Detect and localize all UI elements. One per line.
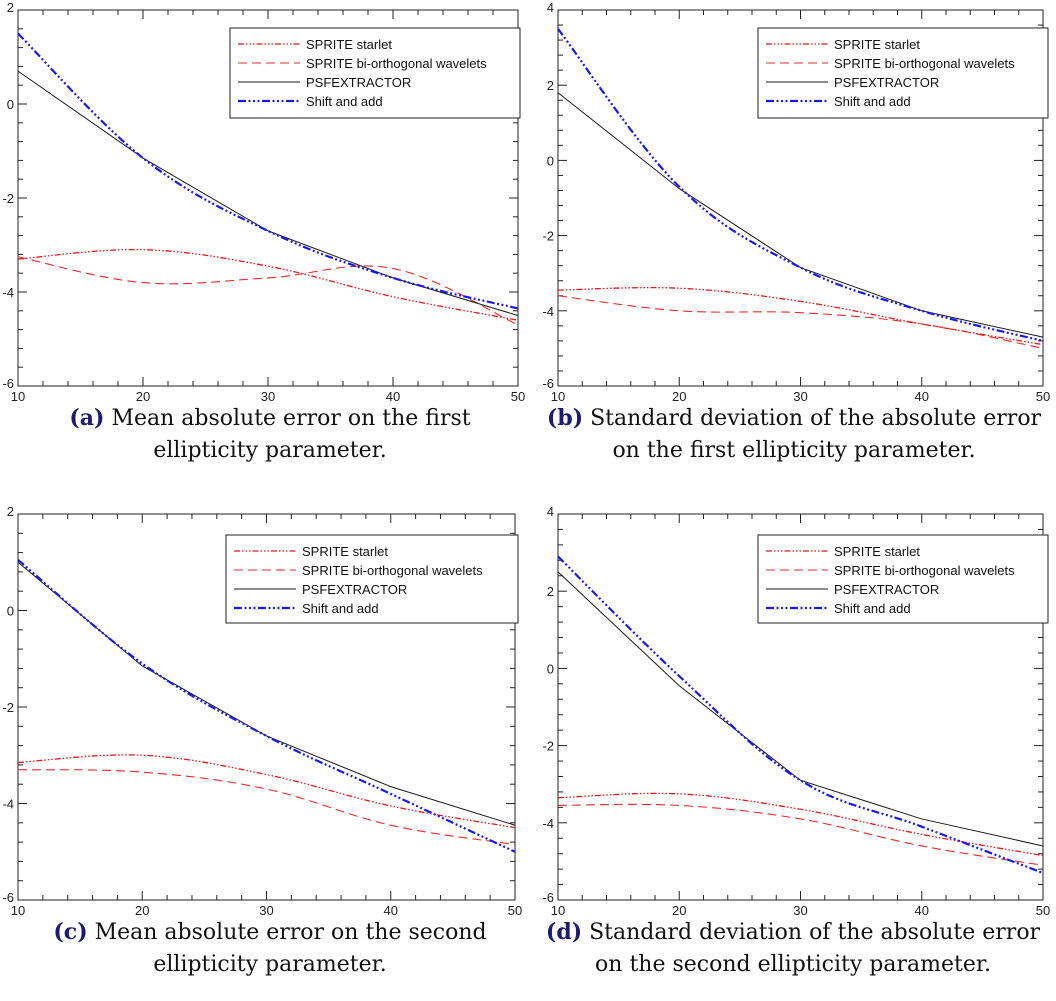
series-line-2 — [557, 803, 1044, 866]
series-line-1 — [557, 286, 1044, 346]
x-tick-label: 50 — [508, 903, 522, 918]
series-line-1 — [17, 248, 519, 321]
y-tick-label: -2 — [542, 739, 554, 754]
y-tick-label: -6 — [2, 376, 14, 391]
legend-label: SPRITE bi-orthogonal wavelets — [306, 56, 487, 71]
legend-label: SPRITE starlet — [834, 544, 920, 559]
series-line-4 — [17, 558, 516, 853]
caption-d-text: Standard deviation of the absolute error… — [589, 920, 1041, 977]
x-tick-label: 20 — [672, 389, 686, 404]
series-line-1 — [17, 754, 516, 829]
y-tick-label: 4 — [547, 504, 554, 519]
caption-d-label: (d) — [545, 919, 583, 945]
x-tick-label: 30 — [259, 903, 273, 918]
legend-label: Shift and add — [834, 601, 911, 616]
x-tick-label: 10 — [11, 389, 25, 404]
legend-label: PSFEXTRACTOR — [306, 75, 411, 90]
caption-a-text: Mean absolute error on the first ellipti… — [111, 406, 471, 463]
y-tick-label: 0 — [7, 97, 14, 112]
y-tick-label: 0 — [547, 153, 554, 168]
chart-panel-d: 10 20 30 40 50 -6 -4 -2 0 2 4 SPRITE starlet SPRITE … — [528, 500, 1056, 1001]
y-tick-label: 4 — [547, 0, 554, 15]
x-tick-label: 30 — [261, 389, 275, 404]
x-tick-label: 50 — [1036, 903, 1050, 918]
caption-c: (c) Mean absolute error on the second el… — [20, 916, 520, 981]
x-tick-label: 20 — [672, 903, 686, 918]
series-line-2 — [557, 295, 1044, 349]
x-tick-label: 30 — [793, 389, 807, 404]
x-tick-label: 40 — [915, 903, 929, 918]
chart-panel-c: 10 20 30 40 50 -6 -4 -2 0 2 SPRITE starlet SPRITE b… — [0, 500, 528, 1001]
series-line-4 — [557, 555, 1044, 875]
legend-label: PSFEXTRACTOR — [834, 75, 939, 90]
legend-label: SPRITE starlet — [834, 37, 920, 52]
legend-label: SPRITE starlet — [306, 37, 392, 52]
series-line-4 — [557, 28, 1044, 342]
caption-c-label: (c) — [53, 919, 88, 945]
series-line-3 — [557, 92, 1044, 338]
legend-label: SPRITE starlet — [302, 544, 388, 559]
x-tick-label: 40 — [915, 389, 929, 404]
caption-c-text: Mean absolute error on the second ellipt… — [94, 920, 487, 977]
chart-panel-a: 10 20 30 40 50 -6 -4 -2 0 2 SPRITE starlet SPRITE b… — [0, 0, 528, 500]
legend-label: SPRITE bi-orthogonal wavelets — [302, 563, 483, 578]
caption-b-text: Standard deviation of the absolute error… — [590, 406, 1042, 463]
series-line-3 — [17, 561, 516, 826]
series-line-1 — [557, 792, 1044, 857]
legend: SPRITE starlet SPRITE bi-orthogonal wavel… — [757, 27, 1049, 119]
legend-label: Shift and add — [306, 94, 383, 109]
caption-b-label: (b) — [546, 405, 584, 431]
x-tick-label: 50 — [1036, 389, 1050, 404]
y-tick-label: -6 — [542, 376, 554, 391]
legend-label: PSFEXTRACTOR — [302, 582, 407, 597]
series-line-2 — [17, 769, 516, 846]
y-tick-label: -4 — [2, 285, 14, 300]
y-tick-label: -2 — [2, 700, 14, 715]
caption-a: (a) Mean absolute error on the first ell… — [20, 402, 520, 467]
chart-a-svg: 10 20 30 40 50 -6 -4 -2 0 2 SPRITE starlet SPRITE b… — [2, 0, 525, 404]
x-tick-label: 40 — [386, 389, 400, 404]
x-tick-label: 20 — [136, 389, 150, 404]
legend-label: SPRITE bi-orthogonal wavelets — [834, 56, 1015, 71]
y-tick-label: -2 — [2, 191, 14, 206]
legend-box — [757, 27, 1049, 119]
series-line-4 — [17, 32, 519, 310]
y-tick-label: -4 — [542, 304, 554, 319]
x-tick-label: 30 — [793, 903, 807, 918]
series-line-2 — [17, 256, 519, 326]
y-tick-label: -4 — [542, 816, 554, 831]
y-tick-label: 2 — [547, 584, 554, 599]
y-tick-label: -6 — [2, 890, 14, 905]
legend: SPRITE starlet SPRITE bi-orthogonal wavel… — [757, 534, 1049, 624]
x-tick-label: 20 — [135, 903, 149, 918]
x-tick-label: 40 — [384, 903, 398, 918]
y-tick-label: -2 — [542, 229, 554, 244]
y-tick-label: 2 — [7, 0, 14, 15]
x-tick-label: 10 — [551, 903, 565, 918]
legend-label: Shift and add — [834, 94, 911, 109]
chart-panel-b: 10 20 30 40 50 -6 -4 -2 0 2 4 SPRITE starlet SPRITE … — [528, 0, 1056, 500]
series-line-3 — [557, 571, 1044, 847]
y-tick-label: 0 — [7, 604, 14, 619]
legend-label: PSFEXTRACTOR — [834, 582, 939, 597]
caption-b: (b) Standard deviation of the absolute e… — [538, 402, 1050, 467]
legend: SPRITE starlet SPRITE bi-orthogonal wavel… — [225, 534, 519, 624]
x-tick-label: 10 — [551, 389, 565, 404]
y-tick-label: -6 — [542, 890, 554, 905]
x-tick-label: 10 — [11, 903, 25, 918]
legend-box — [229, 27, 521, 119]
legend-label: SPRITE bi-orthogonal wavelets — [834, 563, 1015, 578]
legend-label: Shift and add — [302, 601, 379, 616]
x-tick-label: 50 — [511, 389, 525, 404]
y-tick-label: 2 — [7, 504, 14, 519]
caption-d: (d) Standard deviation of the absolute e… — [532, 916, 1054, 981]
chart-c-svg: 10 20 30 40 50 -6 -4 -2 0 2 SPRITE starlet SPRITE b… — [2, 504, 522, 918]
y-tick-label: 0 — [547, 661, 554, 676]
caption-a-label: (a) — [69, 405, 105, 431]
legend: SPRITE starlet SPRITE bi-orthogonal wavel… — [229, 27, 521, 119]
y-tick-label: 2 — [547, 78, 554, 93]
y-tick-label: -4 — [2, 797, 14, 812]
